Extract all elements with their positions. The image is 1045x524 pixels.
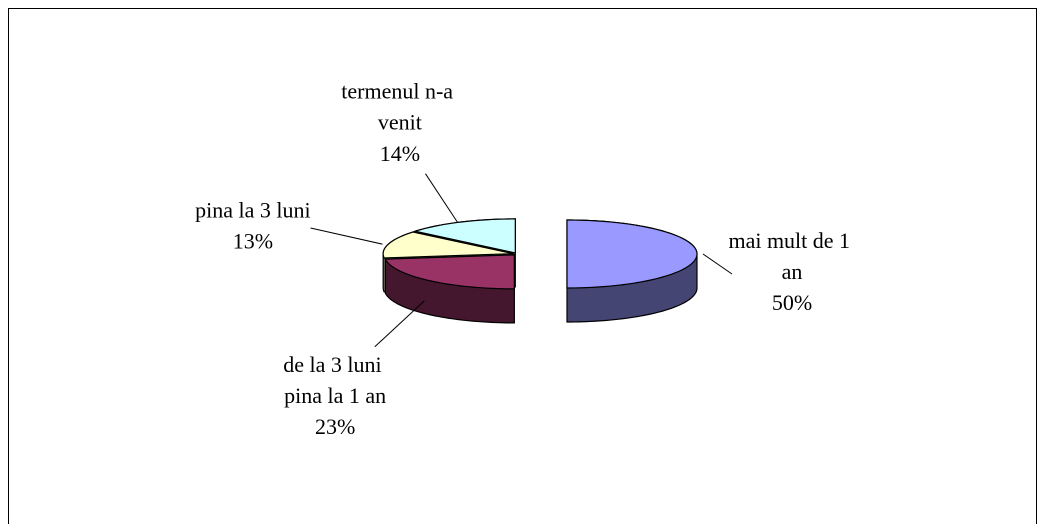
slice-label: pina la 3 luni [195,198,310,223]
slice-label-line: termenul n-a [341,79,458,104]
slice-label-line: de la 3 luni [283,352,387,377]
slice-label: de la 3 luni pina la 1 an [283,352,387,408]
value-label: 50% [772,290,812,315]
leader-line [310,227,383,245]
value-label: 14% [380,141,420,166]
chart-frame [8,8,1037,524]
slice-top [412,218,516,254]
slice-top [382,231,514,259]
value-label: 13% [233,229,273,254]
slice-label-line: pina la 1 an [284,383,386,408]
slice-label-line: venit [378,110,422,135]
slice-label-line: pina la 3 luni [195,198,310,223]
leader-line [702,253,733,275]
slice-label-line: an [782,259,803,284]
slice-label: mai mult de 1 an [728,228,855,284]
slice-top [566,219,698,289]
slice-label-line: mai mult de 1 [728,228,855,253]
slice-label: termenul n-a venit [341,79,458,135]
value-label: 23% [315,414,355,439]
slice-top [384,254,515,290]
leader-line [374,300,425,348]
leader-line [425,173,458,223]
